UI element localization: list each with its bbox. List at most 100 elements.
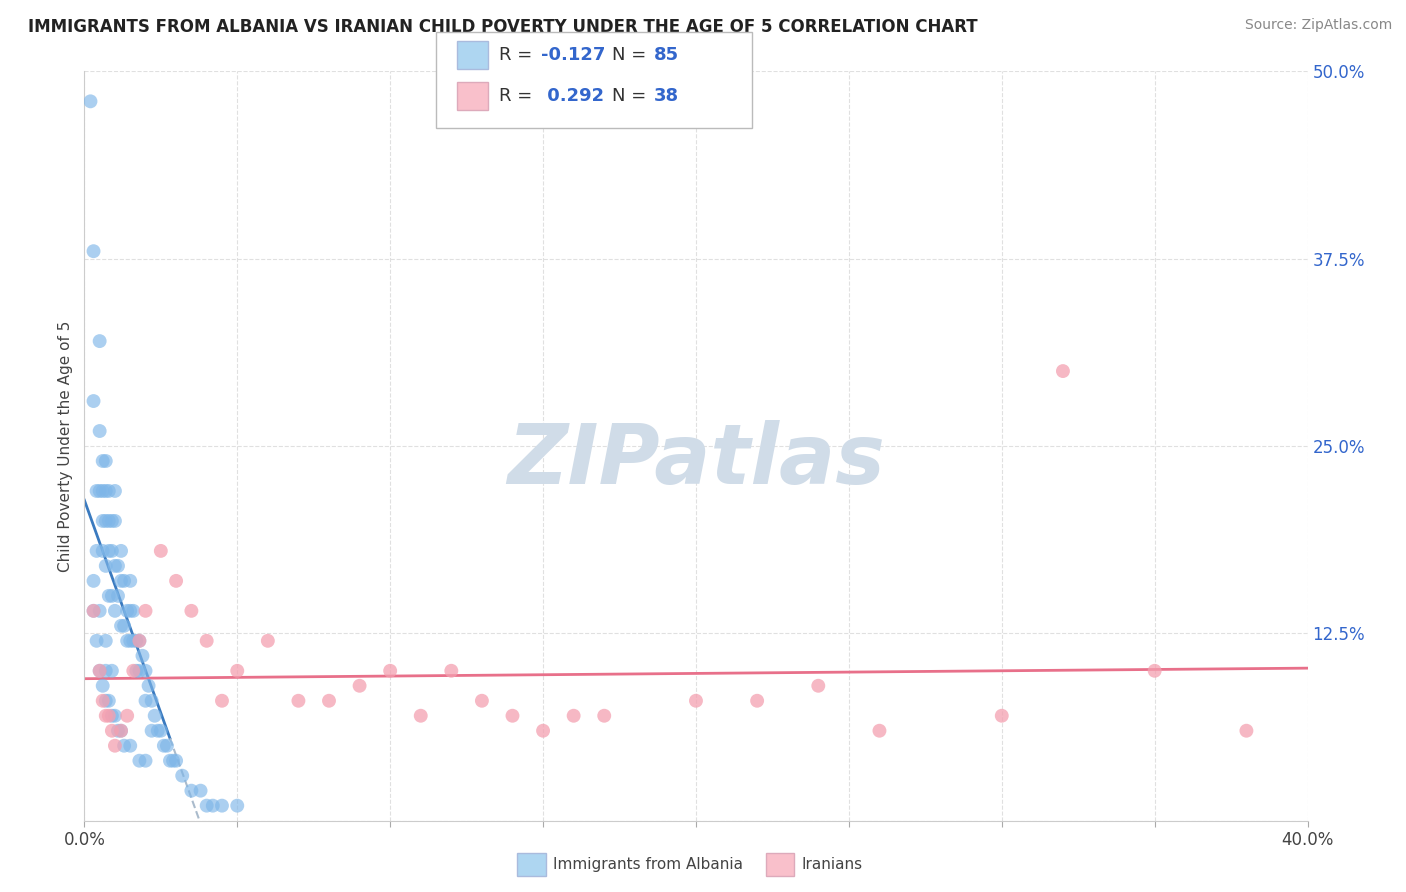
Point <box>159 754 181 768</box>
Point <box>97 514 120 528</box>
Text: Immigrants from Albania: Immigrants from Albania <box>553 857 742 871</box>
Point <box>120 739 142 753</box>
Point <box>110 723 132 738</box>
Point <box>104 483 127 498</box>
Point <box>89 664 111 678</box>
Text: ZIPatlas: ZIPatlas <box>508 420 884 501</box>
Point <box>101 514 124 528</box>
Point <box>107 589 129 603</box>
Point <box>747 694 769 708</box>
Point <box>156 739 179 753</box>
Point <box>165 754 187 768</box>
Point <box>110 723 132 738</box>
Point <box>125 664 148 678</box>
Point <box>120 633 142 648</box>
Point <box>807 679 830 693</box>
Point <box>195 798 218 813</box>
Point <box>172 769 194 783</box>
Point <box>287 694 309 708</box>
Point <box>131 648 153 663</box>
Point <box>502 708 524 723</box>
Point <box>89 604 111 618</box>
Point <box>101 723 124 738</box>
Point <box>115 708 138 723</box>
Point <box>104 604 127 618</box>
Point <box>101 589 124 603</box>
Point <box>104 708 127 723</box>
Point <box>91 694 114 708</box>
Point <box>94 558 117 573</box>
Point <box>83 394 105 409</box>
Point <box>1052 364 1074 378</box>
Y-axis label: Child Poverty Under the Age of 5: Child Poverty Under the Age of 5 <box>58 320 73 572</box>
Point <box>226 664 249 678</box>
Point <box>211 798 233 813</box>
Point <box>91 679 114 693</box>
Point <box>107 558 129 573</box>
Point <box>83 574 105 588</box>
Point <box>141 694 163 708</box>
Point <box>94 664 117 678</box>
Point <box>138 679 160 693</box>
Text: Iranians: Iranians <box>801 857 862 871</box>
Point <box>91 544 114 558</box>
Point <box>91 514 114 528</box>
Point <box>125 633 148 648</box>
Point <box>110 544 132 558</box>
Point <box>318 694 340 708</box>
Point <box>110 574 132 588</box>
Point <box>211 694 233 708</box>
Point <box>120 574 142 588</box>
Text: 0.292: 0.292 <box>541 87 605 105</box>
Point <box>562 708 585 723</box>
Point <box>146 723 169 738</box>
Point <box>101 664 124 678</box>
Point <box>141 723 163 738</box>
Point <box>86 544 108 558</box>
Text: R =: R = <box>499 87 538 105</box>
Point <box>128 633 150 648</box>
Point <box>97 483 120 498</box>
Point <box>991 708 1014 723</box>
Point <box>180 783 202 797</box>
Point <box>153 739 176 753</box>
Point <box>122 604 145 618</box>
Point <box>104 739 127 753</box>
Point <box>104 558 127 573</box>
Point <box>94 694 117 708</box>
Point <box>97 708 120 723</box>
Point <box>128 754 150 768</box>
Point <box>135 604 157 618</box>
Point <box>86 483 108 498</box>
Point <box>89 424 111 438</box>
Point <box>112 619 135 633</box>
Point <box>91 454 114 468</box>
Point <box>531 723 554 738</box>
Point <box>165 574 187 588</box>
Point <box>120 604 142 618</box>
Point <box>135 754 157 768</box>
Point <box>149 723 172 738</box>
Point <box>257 633 280 648</box>
Point <box>149 544 172 558</box>
Point <box>1236 723 1258 738</box>
Point <box>869 723 891 738</box>
Point <box>135 694 157 708</box>
Point <box>83 604 105 618</box>
Point <box>1143 664 1166 678</box>
Point <box>101 544 124 558</box>
Point <box>128 633 150 648</box>
Point <box>86 633 108 648</box>
Point <box>94 708 117 723</box>
Point <box>143 708 166 723</box>
Point <box>440 664 463 678</box>
Text: R =: R = <box>499 46 538 64</box>
Point <box>79 95 101 109</box>
Point <box>380 664 402 678</box>
Text: 38: 38 <box>654 87 679 105</box>
Point <box>83 604 105 618</box>
Point <box>94 483 117 498</box>
Point <box>107 723 129 738</box>
Point <box>190 783 212 797</box>
Point <box>122 664 145 678</box>
